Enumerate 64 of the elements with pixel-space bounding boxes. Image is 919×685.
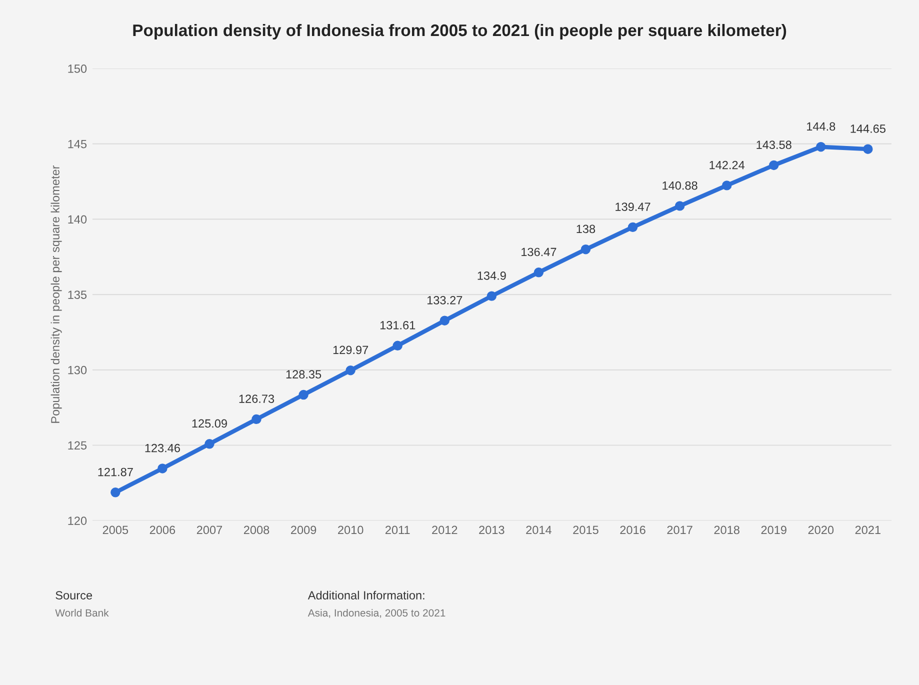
text: Source <box>56 591 92 600</box>
point <box>486 291 497 301</box>
x-tick-label: 2009 <box>291 526 316 534</box>
data-label: 134.9 <box>478 271 506 280</box>
point <box>346 365 356 376</box>
data-label: 139.47 <box>616 202 650 211</box>
chart-title: Population density of Indonesia from 2005 to 2021 (in people per square kilometer) <box>133 24 786 40</box>
x-tick-label: 2005 <box>102 526 128 534</box>
data-label: 125.09 <box>192 419 227 428</box>
point <box>158 464 168 474</box>
x-tick-label: 2020 <box>808 526 834 534</box>
y-tick-label: 135 <box>68 290 87 299</box>
y-tick-label: 150 <box>68 64 87 73</box>
data-label: 144.8 <box>807 122 836 131</box>
x-tick-label: 2012 <box>432 526 458 534</box>
y-tick-label: 125 <box>68 441 87 450</box>
y-tick-label: 145 <box>68 140 87 148</box>
data-label: 131.61 <box>380 321 416 330</box>
point <box>863 144 873 154</box>
point <box>580 244 591 254</box>
point <box>298 390 308 400</box>
x-tick-label: 2019 <box>761 526 786 534</box>
point <box>110 488 120 498</box>
point <box>722 180 732 190</box>
text: Asia, Indonesia, 2005 to 2021 <box>308 608 446 618</box>
x-tick-label: 2007 <box>196 526 222 534</box>
x-tick-label: 2008 <box>244 526 270 534</box>
data-label: 138 <box>576 224 596 234</box>
x-tick-label: 2014 <box>526 526 552 534</box>
data-label: 123.46 <box>145 444 180 452</box>
point <box>674 201 685 211</box>
point <box>768 160 779 170</box>
data-label: 126.73 <box>239 394 274 403</box>
text: Additional Information: <box>308 590 424 600</box>
point <box>628 222 638 232</box>
x-tick-label: 2018 <box>714 526 740 534</box>
y-tick-label: 140 <box>68 215 87 224</box>
point <box>816 142 826 152</box>
point <box>252 414 262 424</box>
x-tick-label: 2011 <box>386 526 410 534</box>
x-tick-label: 2010 <box>338 526 364 534</box>
x-tick-label: 2015 <box>573 526 598 534</box>
text: World Bank <box>55 608 109 617</box>
x-tick-label: 2021 <box>855 526 880 534</box>
point <box>440 316 450 326</box>
y-axis-title: Population density in people per square kilometer <box>50 165 62 423</box>
data-label: 129.97 <box>333 346 368 354</box>
x-tick-label: 2013 <box>479 526 504 534</box>
data-label: 121.87 <box>98 468 133 476</box>
point <box>534 268 544 278</box>
data-label: 136.47 <box>522 248 556 256</box>
data-label: 143.58 <box>756 140 792 150</box>
data-label: 133.27 <box>427 296 462 304</box>
point <box>392 340 402 350</box>
point <box>204 439 214 449</box>
data-label: 128.35 <box>286 370 322 379</box>
y-tick-label: 130 <box>68 366 87 374</box>
data-label: 142.24 <box>710 160 745 170</box>
x-tick-label: 2006 <box>150 526 176 534</box>
data-label: 140.88 <box>662 181 698 190</box>
x-tick-label: 2016 <box>620 526 646 534</box>
data-label: 144.65 <box>850 124 886 133</box>
x-tick-label: 2017 <box>667 526 692 534</box>
y-tick-label: 120 <box>68 516 87 525</box>
